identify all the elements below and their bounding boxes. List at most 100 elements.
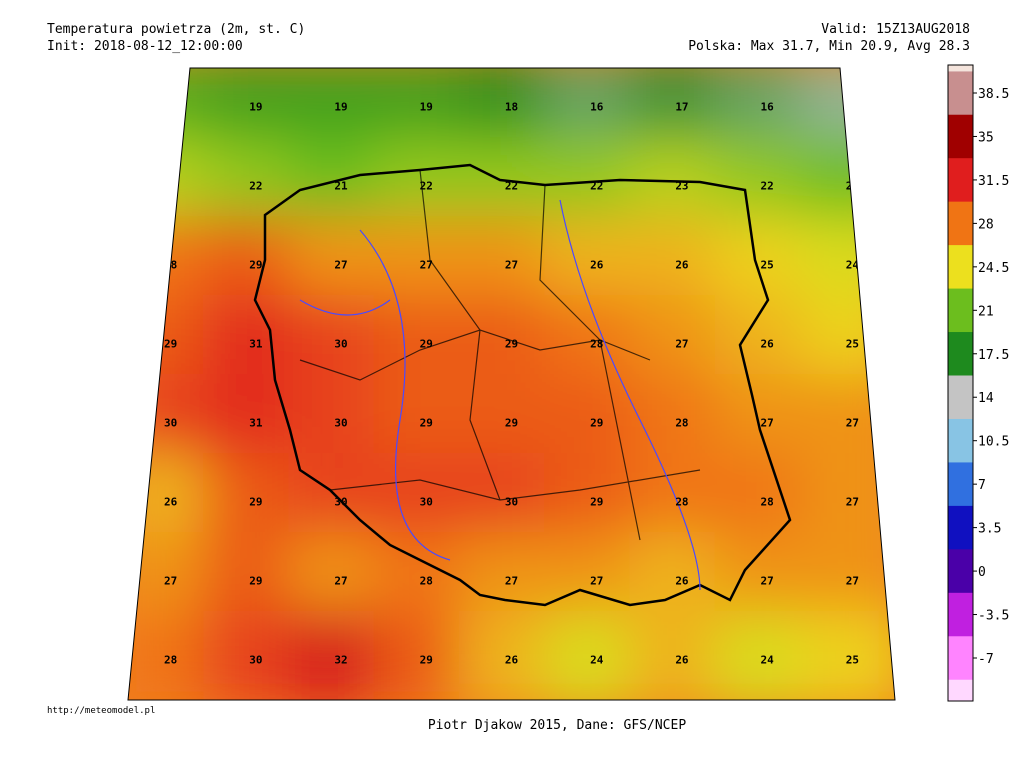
temperature-value: 21 [334, 180, 348, 193]
temperature-value: 19 [249, 101, 262, 114]
temperature-value: 22 [590, 180, 603, 193]
colorbar-band [948, 375, 973, 420]
temperature-value: 27 [334, 575, 347, 588]
temperature-value: 27 [675, 338, 688, 351]
temperature-value: 29 [420, 417, 433, 430]
temperature-value: 15 [846, 101, 859, 114]
colorbar-band [948, 288, 973, 333]
temperature-value: 28 [164, 654, 177, 667]
temperature-value: 31 [249, 338, 263, 351]
map-title: Temperatura powietrza (2m, st. C) [47, 22, 305, 37]
temperature-value: 29 [590, 417, 603, 430]
temperature-value: 27 [334, 259, 347, 272]
map-area: 20 19 19 19 18 16 17 16 15 23 22 21 22 22 22 23 22 21 28 29… [128, 68, 895, 700]
colorbar-band-bottom [948, 679, 973, 701]
colorbar-label: 17.5 [978, 348, 1009, 363]
temperature-field [128, 68, 895, 700]
temperature-value: 24 [846, 259, 860, 272]
temperature-value: 26 [675, 259, 689, 272]
temperature-value: 29 [249, 496, 262, 509]
temperature-value: 27 [420, 259, 433, 272]
temperature-value: 27 [590, 575, 603, 588]
temperature-value: 29 [505, 338, 518, 351]
temperature-value: 30 [420, 496, 433, 509]
colorbar-band [948, 114, 973, 159]
temperature-value: 27 [505, 575, 518, 588]
temperature-value: 30 [505, 496, 518, 509]
colorbar-label: 38.5 [978, 87, 1009, 102]
temperature-value: 17 [675, 101, 688, 114]
temperature-value: 25 [846, 654, 859, 667]
temperature-value: 19 [334, 101, 347, 114]
credit: Piotr Djakow 2015, Dane: GFS/NCEP [428, 718, 686, 733]
temperature-value: 23 [675, 180, 688, 193]
temperature-value: 23 [164, 180, 177, 193]
colorbar-label: 28 [978, 217, 994, 232]
colorbar-band [948, 505, 973, 550]
colorbar-band [948, 71, 973, 116]
colorbar-band [948, 462, 973, 507]
temperature-value: 28 [590, 338, 603, 351]
temperature-value: 22 [420, 180, 433, 193]
temperature-value: 26 [590, 259, 604, 272]
colorbar-label: -7 [978, 652, 994, 667]
temperature-value: 26 [505, 654, 519, 667]
temperature-value: 16 [761, 101, 775, 114]
temperature-value: 26 [675, 654, 689, 667]
colorbar-label: 14 [978, 391, 994, 406]
colorbar-label: 35 [978, 130, 994, 145]
temperature-value: 22 [505, 180, 518, 193]
temperature-value: 27 [846, 575, 859, 588]
colorbar-label: 31.5 [978, 174, 1009, 189]
temperature-value: 28 [675, 496, 688, 509]
source-url: http://meteomodel.pl [47, 706, 155, 716]
temperature-value: 26 [761, 338, 775, 351]
temperature-value: 24 [590, 654, 604, 667]
temperature-value: 22 [249, 180, 262, 193]
temperature-value: 16 [590, 101, 604, 114]
colorbar-band [948, 245, 973, 290]
colorbar-label: 0 [978, 565, 986, 580]
region-borders [299, 169, 701, 541]
colorbar-label: 7 [978, 478, 986, 493]
temperature-value: 22 [761, 180, 774, 193]
temperature-value: 27 [761, 575, 774, 588]
colorbar-label: 10.5 [978, 435, 1009, 450]
colorbar-band [948, 592, 973, 637]
temperature-value: 29 [505, 417, 518, 430]
map-frame [127, 67, 896, 701]
temperature-value: 24 [761, 654, 775, 667]
temperature-value: 27 [164, 575, 177, 588]
temperature-value: 25 [846, 338, 859, 351]
temperature-value: 30 [334, 338, 347, 351]
colorbar-label: 21 [978, 304, 994, 319]
colorbar-band [948, 332, 973, 376]
temperature-value: 21 [846, 180, 860, 193]
temperature-value: 27 [846, 496, 859, 509]
temperature-value: 28 [761, 496, 774, 509]
colorbar-band-top [948, 65, 973, 72]
temperature-value: 27 [761, 417, 774, 430]
temperature-value: 28 [420, 575, 433, 588]
temperature-value: 31 [249, 417, 263, 430]
rivers [299, 199, 701, 591]
temperature-value: 29 [249, 259, 262, 272]
valid-time: Valid: 15Z13AUG2018 [821, 22, 970, 37]
temperature-value: 28 [675, 417, 688, 430]
colorbar-band [948, 158, 973, 203]
temperature-value: 27 [505, 259, 518, 272]
colorbar-band [948, 201, 973, 246]
temperature-value: 30 [334, 496, 347, 509]
temperature-value: 26 [675, 575, 689, 588]
temperature-value: 20 [164, 101, 177, 114]
temperature-value: 29 [420, 338, 433, 351]
colorbar-label: 24.5 [978, 261, 1009, 276]
colorbar-band [948, 549, 973, 594]
temperature-value: 25 [761, 259, 774, 272]
colorbar-band [948, 418, 973, 463]
temperature-cell [799, 611, 895, 700]
temperature-value: 26 [164, 496, 178, 509]
temperature-value: 29 [420, 654, 433, 667]
